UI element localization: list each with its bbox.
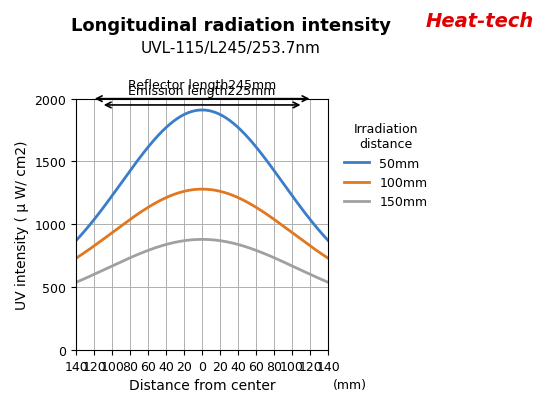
- Line: 150mm: 150mm: [76, 240, 328, 282]
- 100mm: [199, 187, 205, 192]
- Text: Reflector length245mm: Reflector length245mm: [128, 79, 276, 92]
- X-axis label: Distance from center: Distance from center: [129, 378, 276, 392]
- 100mm: [223, 191, 230, 196]
- 50mm: [199, 108, 205, 113]
- 150mm: [210, 238, 216, 243]
- Text: Heat-tech: Heat-tech: [425, 12, 534, 31]
- 100mm: [192, 188, 199, 192]
- 100mm: [194, 188, 201, 192]
- 150mm: [192, 237, 199, 242]
- 50mm: [223, 116, 230, 121]
- 100mm: [280, 224, 287, 229]
- Text: (mm): (mm): [333, 377, 367, 391]
- Text: UVL-115/L245/253.7nm: UVL-115/L245/253.7nm: [141, 41, 321, 56]
- 50mm: [210, 110, 216, 115]
- 50mm: [73, 238, 79, 243]
- 50mm: [194, 109, 201, 114]
- 150mm: [199, 237, 205, 242]
- 100mm: [319, 252, 326, 257]
- 150mm: [194, 237, 201, 242]
- 150mm: [223, 240, 230, 244]
- Text: Emission length225mm: Emission length225mm: [129, 85, 276, 98]
- Legend: 50mm, 100mm, 150mm: 50mm, 100mm, 150mm: [339, 118, 432, 214]
- 150mm: [280, 260, 287, 265]
- 50mm: [192, 109, 199, 114]
- 150mm: [319, 278, 326, 283]
- Line: 100mm: 100mm: [76, 190, 328, 259]
- 50mm: [319, 233, 326, 237]
- 150mm: [73, 280, 79, 285]
- 50mm: [280, 181, 287, 186]
- Line: 50mm: 50mm: [76, 111, 328, 241]
- 100mm: [73, 256, 79, 261]
- 150mm: [325, 280, 332, 285]
- Y-axis label: UV intensity ( μ W/ cm2): UV intensity ( μ W/ cm2): [15, 140, 29, 309]
- 50mm: [325, 238, 332, 243]
- Text: Longitudinal radiation intensity: Longitudinal radiation intensity: [71, 17, 391, 34]
- 100mm: [325, 256, 332, 261]
- 100mm: [210, 188, 216, 193]
